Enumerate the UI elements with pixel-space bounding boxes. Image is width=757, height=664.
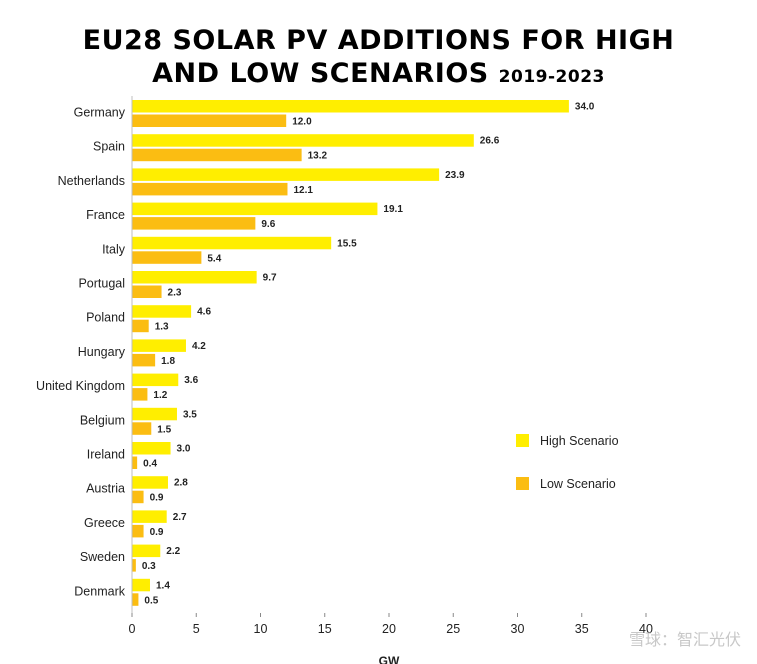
category-label-united-kingdom: United Kingdom <box>36 379 125 393</box>
bar-high-denmark <box>132 578 150 592</box>
legend-label-low: Low Scenario <box>540 477 616 491</box>
x-tick-label-15: 15 <box>318 622 332 636</box>
bar-high-spain <box>132 134 474 147</box>
category-label-austria: Austria <box>86 482 125 496</box>
value-label-high-greece: 2.7 <box>173 512 187 523</box>
legend-swatch-high <box>516 434 529 447</box>
bar-high-ireland <box>132 442 171 455</box>
bar-high-france <box>132 202 378 216</box>
watermark: 雪球：智汇光伏 <box>628 630 741 649</box>
category-label-germany: Germany <box>74 106 126 120</box>
value-label-high-austria: 2.8 <box>174 478 188 489</box>
category-label-poland: Poland <box>86 311 125 325</box>
bar-low-greece <box>132 524 144 538</box>
value-label-high-denmark: 1.4 <box>156 580 170 591</box>
chart-title-line2: AND LOW SCENARIOS 2019-2023 <box>0 57 757 94</box>
value-label-low-netherlands: 12.1 <box>293 185 313 196</box>
value-label-high-portugal: 9.7 <box>263 273 277 284</box>
value-label-low-denmark: 0.5 <box>144 595 158 606</box>
bar-low-belgium <box>132 422 152 435</box>
value-label-low-poland: 1.3 <box>155 322 169 333</box>
bar-high-portugal <box>132 271 257 284</box>
value-label-high-italy: 15.5 <box>337 238 357 249</box>
bar-low-hungary <box>132 353 156 367</box>
value-label-low-france: 9.6 <box>261 219 275 230</box>
value-label-low-hungary: 1.8 <box>161 356 175 367</box>
bar-high-sweden <box>132 544 161 558</box>
value-label-low-portugal: 2.3 <box>168 288 182 299</box>
bar-low-ireland <box>132 456 138 469</box>
value-label-high-hungary: 4.2 <box>192 341 206 352</box>
category-label-hungary: Hungary <box>78 345 126 359</box>
x-tick-label-0: 0 <box>129 622 136 636</box>
value-label-high-belgium: 3.5 <box>183 409 197 420</box>
value-label-high-france: 19.1 <box>383 204 403 215</box>
category-label-netherlands: Netherlands <box>58 174 125 188</box>
value-label-low-sweden: 0.3 <box>142 561 156 572</box>
chart-title-line1: EU28 SOLAR PV ADDITIONS FOR HIGH <box>82 25 675 56</box>
x-tick-label-5: 5 <box>193 622 200 636</box>
chart-title: EU28 SOLAR PV ADDITIONS FOR HIGH AND LOW… <box>0 24 757 94</box>
value-label-low-greece: 0.9 <box>150 527 164 538</box>
legend-swatch-low <box>516 477 529 490</box>
legend-label-high: High Scenario <box>540 434 619 448</box>
value-label-high-sweden: 2.2 <box>166 546 180 557</box>
value-label-high-netherlands: 23.9 <box>445 170 465 181</box>
value-label-low-united-kingdom: 1.2 <box>153 390 167 401</box>
category-label-italy: Italy <box>102 242 126 256</box>
bar-high-italy <box>132 236 332 250</box>
bar-high-poland <box>132 305 192 318</box>
value-label-high-united-kingdom: 3.6 <box>184 375 198 386</box>
value-label-high-germany: 34.0 <box>575 102 595 113</box>
x-tick-label-10: 10 <box>254 622 268 636</box>
bar-low-denmark <box>132 593 139 606</box>
category-label-greece: Greece <box>84 516 125 530</box>
category-label-belgium: Belgium <box>80 413 125 427</box>
bar-low-sweden <box>132 559 136 572</box>
x-tick-label-25: 25 <box>446 622 460 636</box>
x-tick-label-20: 20 <box>382 622 396 636</box>
category-label-ireland: Ireland <box>87 448 125 462</box>
value-label-high-ireland: 3.0 <box>177 444 191 455</box>
value-label-low-austria: 0.9 <box>150 493 164 504</box>
bar-low-poland <box>132 319 149 333</box>
bar-low-germany <box>132 114 287 127</box>
bar-low-united-kingdom <box>132 388 148 401</box>
bar-high-united-kingdom <box>132 373 179 387</box>
category-label-france: France <box>86 208 125 222</box>
value-label-low-germany: 12.0 <box>292 117 312 128</box>
bar-high-greece <box>132 510 167 523</box>
value-label-low-spain: 13.2 <box>308 151 328 162</box>
value-label-high-spain: 26.6 <box>480 136 500 147</box>
category-label-sweden: Sweden <box>80 550 125 564</box>
chart-title-years: 2019-2023 <box>498 67 605 87</box>
bar-low-france <box>132 217 256 230</box>
bar-low-italy <box>132 251 202 264</box>
x-tick-label-40: 40 <box>639 622 653 636</box>
bar-low-portugal <box>132 285 162 298</box>
value-label-low-ireland: 0.4 <box>143 459 157 470</box>
category-label-spain: Spain <box>93 140 125 154</box>
bar-high-belgium <box>132 407 177 421</box>
bar-high-austria <box>132 476 168 489</box>
bar-low-spain <box>132 148 302 162</box>
category-label-denmark: Denmark <box>74 584 125 598</box>
x-tick-label-30: 30 <box>511 622 525 636</box>
bar-high-germany <box>132 100 569 113</box>
category-label-portugal: Portugal <box>78 277 125 291</box>
bar-high-netherlands <box>132 168 440 181</box>
x-tick-label-35: 35 <box>575 622 589 636</box>
value-label-low-italy: 5.4 <box>207 253 221 264</box>
value-label-high-poland: 4.6 <box>197 307 211 318</box>
bar-low-austria <box>132 490 144 504</box>
bar-low-netherlands <box>132 182 288 196</box>
x-axis-label: GW <box>379 654 400 664</box>
value-label-low-belgium: 1.5 <box>157 424 171 435</box>
bar-high-hungary <box>132 339 186 352</box>
chart-title-line2-text: AND LOW SCENARIOS <box>152 58 489 89</box>
